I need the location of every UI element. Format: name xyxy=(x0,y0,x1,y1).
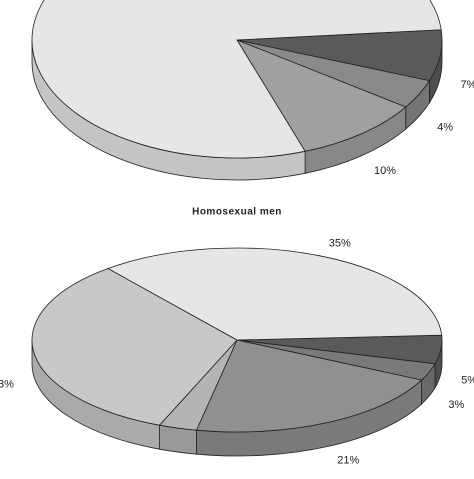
pie-slice xyxy=(31,0,442,159)
chart-title: Homosexual men xyxy=(192,207,282,218)
data-label: 21% xyxy=(337,455,359,467)
data-label: 35% xyxy=(329,237,351,249)
data-label: 10% xyxy=(374,165,396,177)
data-label: 5% xyxy=(461,374,474,386)
pie-slice xyxy=(195,339,423,433)
pie-slice xyxy=(236,39,407,152)
data-label: 3% xyxy=(448,399,464,411)
pie-slice xyxy=(31,268,238,426)
pie-slice xyxy=(107,247,443,341)
data-label: 4% xyxy=(437,122,453,134)
data-label: 33% xyxy=(0,379,14,391)
data-label: 7% xyxy=(461,79,474,91)
